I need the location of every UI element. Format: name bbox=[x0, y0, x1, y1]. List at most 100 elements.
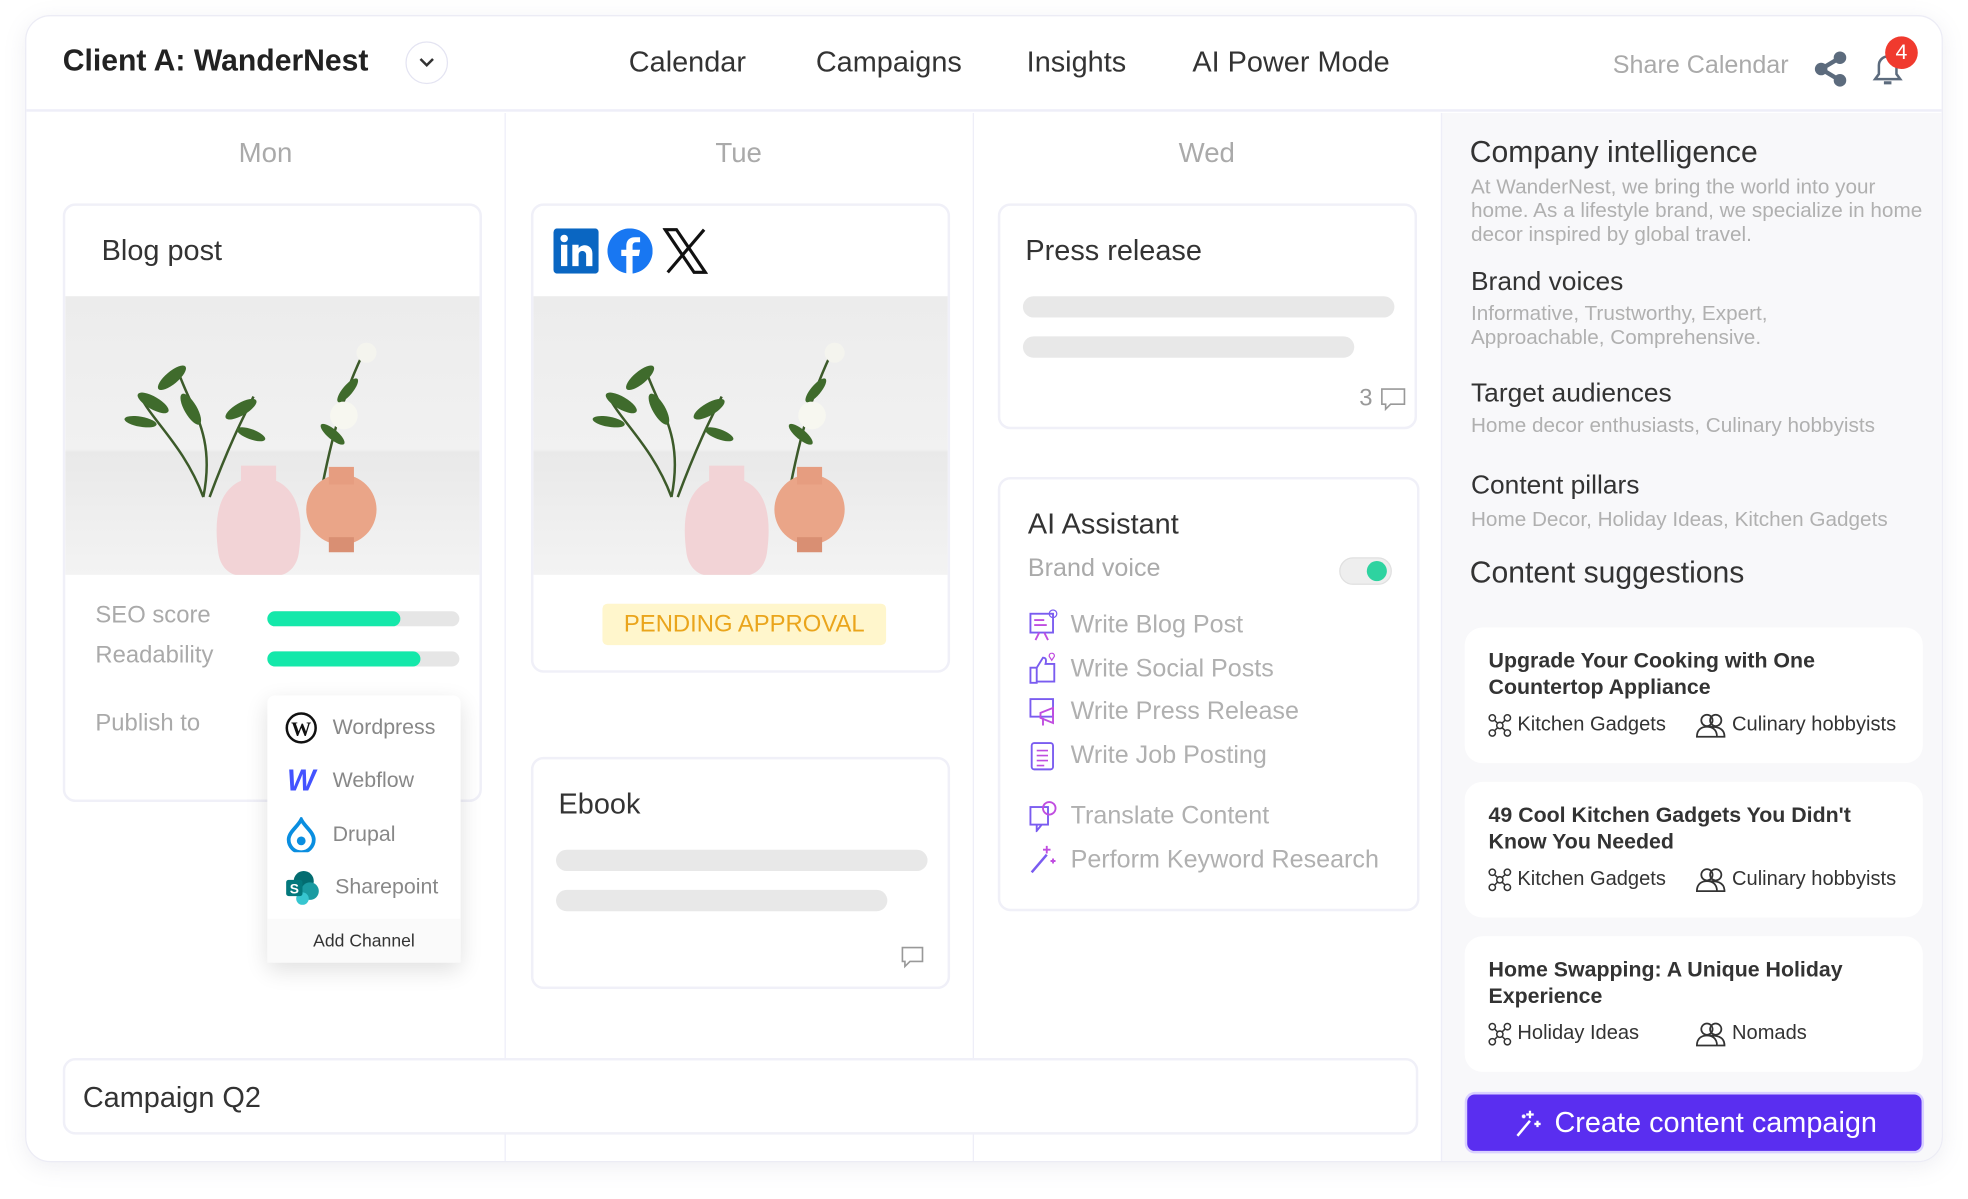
action-keyword-research[interactable]: Perform Keyword Research bbox=[1028, 843, 1379, 876]
menu-item-sharepoint[interactable]: S Sharepoint bbox=[285, 870, 438, 905]
sharepoint-icon: S bbox=[286, 871, 319, 905]
suggestion-title: Upgrade Your Cooking with One Countertop… bbox=[1488, 648, 1815, 700]
ai-assistant-panel: AI Assistant Brand voice Write Blog Post… bbox=[997, 476, 1420, 912]
action-write-social-posts[interactable]: Write Social Posts bbox=[1028, 652, 1274, 686]
action-label: Write Social Posts bbox=[1070, 654, 1274, 683]
brand-voices-text: Informative, Trustworthy, Expert, Approa… bbox=[1470, 302, 1768, 349]
seo-score-fill bbox=[267, 611, 400, 627]
app-window: Client A: WanderNest Calendar Campaigns … bbox=[25, 15, 1943, 1163]
action-label: Write Press Release bbox=[1070, 697, 1299, 725]
menu-item-wordpress[interactable]: W Wordpress bbox=[285, 712, 435, 745]
pending-approval-badge: PENDING APPROVAL bbox=[602, 603, 887, 646]
menu-item-label: Webflow bbox=[332, 768, 415, 792]
megaphone-icon bbox=[1029, 698, 1054, 726]
audience-label: Culinary hobbyists bbox=[1732, 714, 1897, 736]
column-divider bbox=[972, 112, 974, 1161]
facebook-icon bbox=[607, 228, 653, 274]
target-audiences-heading: Target audiences bbox=[1470, 379, 1672, 408]
action-label: Translate Content bbox=[1070, 801, 1270, 829]
day-label-wed: Wed bbox=[1178, 136, 1235, 169]
client-switcher-chevron-down-icon[interactable] bbox=[405, 41, 449, 85]
svg-text:W: W bbox=[287, 765, 318, 797]
create-content-campaign-button[interactable]: Create content campaign bbox=[1467, 1094, 1922, 1151]
content-pillars-text: Home Decor, Holiday Ideas, Kitchen Gadge… bbox=[1470, 508, 1888, 531]
placeholder-line bbox=[556, 849, 928, 872]
action-write-job-posting[interactable]: Write Job Posting bbox=[1028, 739, 1267, 772]
audience-tag: Nomads bbox=[1694, 1022, 1807, 1047]
pillar-label: Holiday Ideas bbox=[1517, 1022, 1640, 1045]
comment-icon[interactable] bbox=[1379, 387, 1407, 415]
svg-text:S: S bbox=[290, 882, 299, 897]
nav-ai-power-mode[interactable]: AI Power Mode bbox=[1192, 45, 1390, 78]
brand-voice-toggle[interactable] bbox=[1339, 557, 1392, 585]
pillar-label: Kitchen Gadgets bbox=[1517, 714, 1666, 736]
action-label: Write Blog Post bbox=[1070, 610, 1244, 639]
action-label: Write Job Posting bbox=[1070, 741, 1267, 769]
content-suggestion-card[interactable]: 49 Cool Kitchen Gadgets You Didn't Know … bbox=[1464, 781, 1923, 918]
content-suggestion-card[interactable]: Home Swapping: A Unique Holiday Experien… bbox=[1464, 936, 1923, 1072]
share-icon[interactable] bbox=[1814, 50, 1849, 88]
column-divider bbox=[504, 112, 506, 1161]
audience-label: Nomads bbox=[1732, 1022, 1807, 1045]
pillar-label: Kitchen Gadgets bbox=[1517, 868, 1666, 890]
action-write-press-release[interactable]: Write Press Release bbox=[1028, 695, 1299, 728]
translate-icon bbox=[1029, 801, 1057, 833]
audience-icon bbox=[1696, 713, 1726, 738]
readability-bar bbox=[267, 651, 460, 667]
ebook-card[interactable]: Ebook bbox=[530, 756, 951, 990]
menu-item-label: Sharepoint bbox=[335, 874, 439, 899]
linkedin-icon bbox=[553, 228, 599, 274]
menu-item-drupal[interactable]: Drupal bbox=[285, 817, 395, 853]
comment-count: 3 bbox=[1359, 385, 1373, 412]
audience-tag: Culinary hobbyists bbox=[1694, 713, 1896, 738]
menu-item-label: Wordpress bbox=[332, 715, 436, 740]
brand-voices-heading: Brand voices bbox=[1470, 267, 1624, 297]
toggle-knob bbox=[1366, 561, 1387, 582]
campaign-q2-row[interactable]: Campaign Q2 bbox=[62, 1058, 1419, 1135]
content-suggestions-heading: Content suggestions bbox=[1469, 556, 1745, 590]
audience-icon bbox=[1696, 1022, 1726, 1047]
notification-badge: 4 bbox=[1885, 36, 1918, 70]
menu-item-webflow[interactable]: W Webflow bbox=[285, 764, 414, 797]
suggestion-title: Home Swapping: A Unique Holiday Experien… bbox=[1488, 957, 1843, 1008]
publish-to-label: Publish to bbox=[95, 710, 201, 737]
action-write-blog-post[interactable]: Write Blog Post bbox=[1028, 609, 1243, 642]
comment-icon[interactable] bbox=[900, 945, 925, 970]
nav-calendar[interactable]: Calendar bbox=[628, 45, 746, 78]
readability-fill bbox=[267, 651, 421, 667]
action-translate-content[interactable]: Translate Content bbox=[1028, 799, 1270, 833]
social-post-card[interactable]: PENDING APPROVAL bbox=[530, 203, 951, 673]
nav-campaigns[interactable]: Campaigns bbox=[815, 45, 962, 78]
blog-post-icon bbox=[1029, 609, 1058, 641]
audience-tag: Culinary hobbyists bbox=[1694, 867, 1896, 892]
seo-score-label: SEO score bbox=[95, 602, 211, 629]
wordpress-icon: W bbox=[285, 712, 317, 744]
placeholder-line bbox=[1022, 336, 1355, 358]
pillar-icon bbox=[1488, 1022, 1512, 1046]
job-posting-icon bbox=[1030, 742, 1054, 771]
client-title: Client A: WanderNest bbox=[62, 43, 369, 78]
content-suggestion-card[interactable]: Upgrade Your Cooking with One Countertop… bbox=[1464, 627, 1923, 764]
cta-label: Create content campaign bbox=[1554, 1105, 1878, 1139]
webflow-icon: W bbox=[287, 765, 318, 797]
nav-insights[interactable]: Insights bbox=[1026, 45, 1127, 78]
vases-image bbox=[533, 296, 948, 575]
card-title: Press release bbox=[1025, 233, 1202, 267]
thumbs-up-icon bbox=[1029, 652, 1056, 684]
card-title: Blog post bbox=[101, 233, 223, 267]
seo-score-bar bbox=[267, 611, 460, 627]
svg-text:W: W bbox=[291, 718, 311, 740]
add-channel-button[interactable]: Add Channel bbox=[267, 918, 461, 963]
suggestion-title: 49 Cool Kitchen Gadgets You Didn't Know … bbox=[1488, 803, 1851, 854]
ai-assistant-title: AI Assistant bbox=[1027, 507, 1179, 540]
target-audiences-text: Home decor enthusiasts, Culinary hobbyis… bbox=[1470, 414, 1876, 437]
action-label: Perform Keyword Research bbox=[1070, 845, 1379, 873]
day-label-mon: Mon bbox=[238, 136, 293, 169]
press-release-card[interactable]: Press release 3 bbox=[997, 203, 1418, 430]
pillar-icon bbox=[1488, 868, 1512, 892]
share-calendar-link[interactable]: Share Calendar bbox=[1612, 51, 1789, 80]
sparkle-icon bbox=[1515, 1110, 1541, 1137]
vases-image bbox=[65, 296, 480, 575]
pillar-icon bbox=[1488, 714, 1512, 737]
pillar-tag: Holiday Ideas bbox=[1487, 1022, 1639, 1047]
